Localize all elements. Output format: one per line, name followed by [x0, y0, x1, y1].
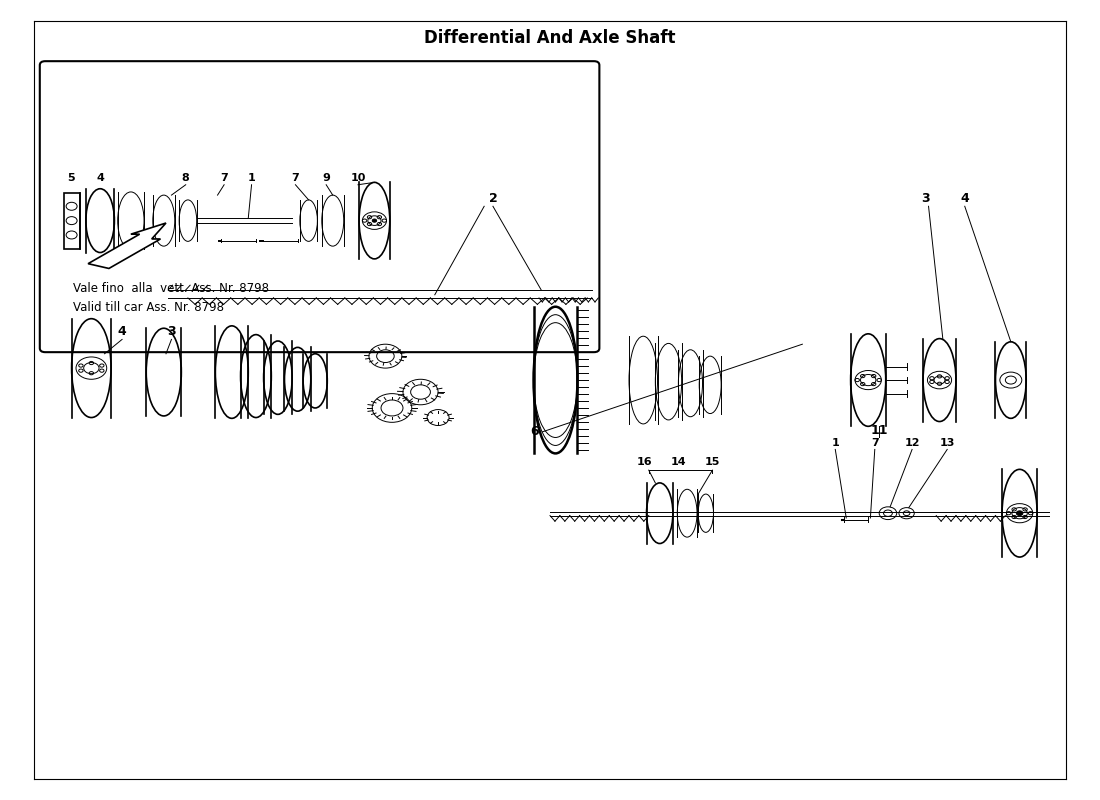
Text: 10: 10	[350, 173, 365, 183]
Text: 16: 16	[637, 457, 652, 467]
Text: 11: 11	[870, 424, 888, 437]
Circle shape	[1016, 511, 1023, 515]
Text: 7: 7	[220, 173, 228, 183]
Text: 15: 15	[705, 457, 720, 467]
Text: 1: 1	[832, 438, 839, 448]
Text: 6: 6	[530, 426, 539, 438]
Text: Vale fino  alla  vett. Ass. Nr. 8798: Vale fino alla vett. Ass. Nr. 8798	[73, 282, 268, 295]
Text: Valid till car Ass. Nr. 8798: Valid till car Ass. Nr. 8798	[73, 301, 223, 314]
Text: 3: 3	[921, 192, 929, 205]
Text: 7: 7	[292, 173, 299, 183]
Text: 8: 8	[182, 173, 189, 183]
Text: 2: 2	[488, 192, 497, 205]
Text: 4: 4	[96, 173, 104, 183]
Text: 14: 14	[671, 457, 686, 467]
Polygon shape	[88, 223, 166, 269]
Text: 4: 4	[118, 325, 127, 338]
FancyBboxPatch shape	[40, 61, 600, 352]
Text: 9: 9	[322, 173, 330, 183]
Text: Differential And Axle Shaft: Differential And Axle Shaft	[425, 30, 675, 47]
Text: 1: 1	[248, 173, 255, 183]
Text: 12: 12	[904, 438, 920, 448]
Text: 5: 5	[67, 173, 75, 183]
Text: 4: 4	[960, 192, 969, 205]
Text: 3: 3	[167, 325, 176, 338]
Circle shape	[372, 219, 376, 222]
Text: 13: 13	[939, 438, 955, 448]
Text: 7: 7	[871, 438, 879, 448]
